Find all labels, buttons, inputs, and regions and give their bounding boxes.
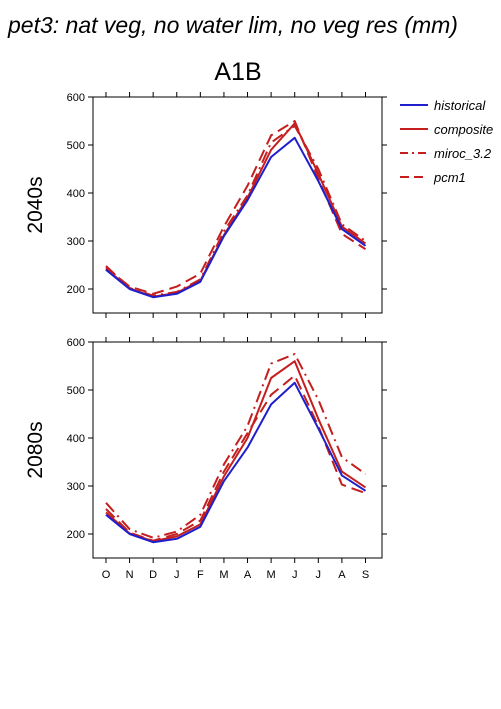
legend-label: miroc_3.2: [434, 146, 492, 161]
panel-label: 2040s: [24, 176, 47, 233]
plot-frame: [92, 341, 383, 559]
x-tick-label: A: [338, 569, 346, 581]
x-tick-label: J: [174, 569, 180, 581]
panel-2080s: 200 300 400 500 600 O N D J F M A M J J A S 2080s: [24, 337, 387, 581]
series-line-composite: [105, 122, 367, 298]
y-tick-label: 400: [67, 188, 85, 200]
scenario-title: A1B: [214, 58, 261, 86]
y-tick-label: 300: [67, 481, 85, 493]
y-tick-label: 500: [67, 385, 85, 397]
x-tick-label: S: [362, 569, 369, 581]
y-tick-label: 400: [67, 433, 85, 445]
y-tick-label: 200: [67, 284, 85, 296]
series-line-pcm1: [105, 120, 367, 295]
x-tick-label: J: [292, 569, 298, 581]
x-tick-label: O: [102, 569, 111, 581]
x-tick-label: M: [219, 569, 228, 581]
y-tick-label: 600: [67, 337, 85, 349]
x-tick-label: N: [126, 569, 134, 581]
y-tick-label: 200: [67, 529, 85, 541]
x-tick-label: A: [244, 569, 252, 581]
plot-frame: [92, 96, 383, 314]
x-tick-label: D: [149, 569, 157, 581]
legend: historical composite miroc_3.2 pcm1: [400, 98, 493, 185]
series-line-historical: [105, 136, 367, 299]
legend-label: historical: [434, 98, 486, 113]
x-tick-label: J: [316, 569, 322, 581]
legend-label: composite: [434, 122, 493, 137]
y-tick-label: 300: [67, 236, 85, 248]
y-tick-label: 600: [67, 92, 85, 104]
series-line-historical: [105, 381, 367, 544]
series-line-miroc-3-2: [105, 353, 367, 539]
x-tick-label: F: [197, 569, 204, 581]
y-tick-label: 500: [67, 140, 85, 152]
panel-label: 2080s: [24, 421, 47, 478]
series-line-miroc-3-2: [105, 124, 367, 297]
figure-title: pet3: nat veg, no water lim, no veg res …: [7, 12, 458, 38]
x-tick-label: M: [267, 569, 276, 581]
legend-label: pcm1: [433, 170, 466, 185]
panel-2040s: 200 300 400 500 600 2040s: [24, 92, 387, 318]
